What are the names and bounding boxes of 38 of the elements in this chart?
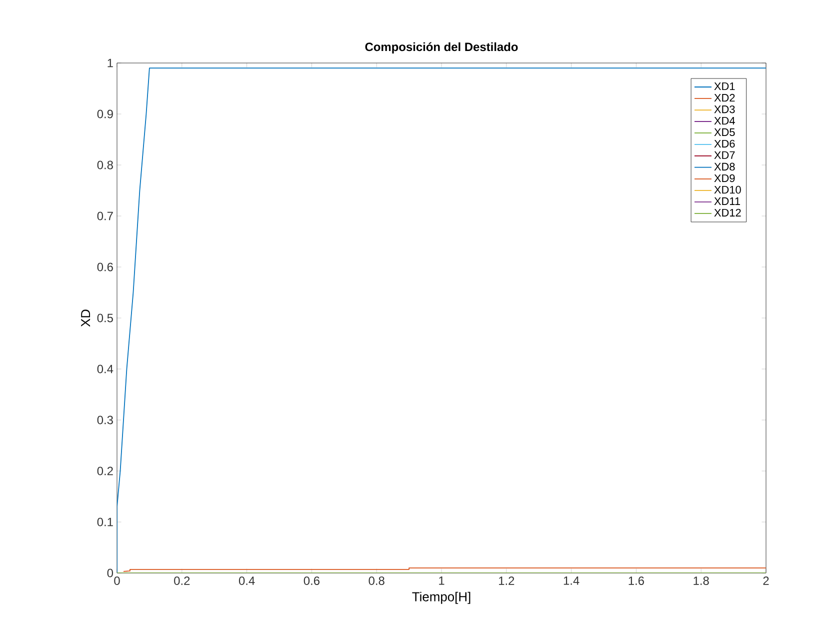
legend-label: XD1 <box>714 82 735 90</box>
y-tick-label: 0.2 <box>97 466 113 476</box>
x-tick-label: 2 <box>763 576 769 585</box>
x-tick-label: 1 <box>439 576 444 585</box>
line-series <box>117 68 766 573</box>
legend-label: XD8 <box>714 162 735 171</box>
legend-label: XD12 <box>714 208 741 216</box>
y-tick-label: 0.3 <box>97 416 113 424</box>
x-tick-label: 1.8 <box>694 576 709 585</box>
legend-label: XD11 <box>714 197 740 205</box>
x-tick-label: 1.6 <box>628 576 644 585</box>
legend-label: XD5 <box>714 128 735 136</box>
legend-label: XD4 <box>714 116 735 125</box>
x-tick-label: 0.8 <box>368 576 384 585</box>
legend-label: XD3 <box>714 105 735 114</box>
x-tick-label: 1.4 <box>564 576 580 585</box>
y-axis-title: XD <box>81 310 90 327</box>
y-tick-label: 0.8 <box>97 160 113 170</box>
x-tick-label: 0.6 <box>304 576 320 585</box>
legend-label: XD9 <box>714 174 735 182</box>
y-tick-label: 0 <box>107 568 114 578</box>
x-tick-label: 0.2 <box>174 576 190 585</box>
legend-label: XD2 <box>714 94 735 102</box>
y-tick-label: 0.7 <box>97 212 113 220</box>
chart-title: Composición del Destilado <box>365 42 518 54</box>
y-tick-label: 0.4 <box>97 364 114 374</box>
x-tick-label: 1.2 <box>499 576 514 585</box>
y-tick-label: 0.9 <box>97 110 113 118</box>
legend-label: XD6 <box>714 140 735 148</box>
y-tick-label: 0.1 <box>97 518 113 526</box>
legend-label: XD7 <box>714 151 735 159</box>
x-tick-label: 0 <box>114 576 120 585</box>
x-axis-title: Tiempo[H] <box>412 592 470 604</box>
y-tick-label: 0.6 <box>97 262 113 272</box>
y-tick-label: 0.5 <box>97 314 113 322</box>
y-tick-label: 1 <box>108 58 113 68</box>
x-tick-label: 0.4 <box>238 576 255 585</box>
legend-label: XD10 <box>714 186 741 194</box>
